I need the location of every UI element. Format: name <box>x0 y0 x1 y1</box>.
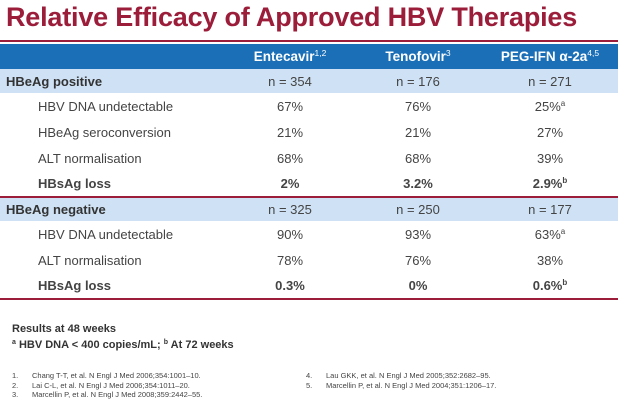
value-entecavir: 67% <box>276 98 304 114</box>
value-tenofovir: 68% <box>404 150 432 166</box>
group-row-hbeag-positive: HBeAg positive n = 354 n = 176 n = 271 <box>0 69 618 93</box>
table-row: HBeAg seroconversion 21% 21% 27% <box>0 119 618 145</box>
references-right: 4. Lau GKK, et al. N Engl J Med 2005;352:… <box>306 371 496 390</box>
value-entecavir: 90% <box>276 226 304 242</box>
reference-item: 4. Lau GKK, et al. N Engl J Med 2005;352:… <box>306 371 491 380</box>
efficacy-table: Entecavir1,2 Tenofovir3 PEG-IFN α-2a4,5 … <box>0 44 618 300</box>
table-row: HBV DNA undetectable 67% 76% 25%a <box>0 93 618 119</box>
slide-title: Relative Efficacy of Approved HBV Therap… <box>6 2 578 32</box>
value-tenofovir: 0% <box>354 273 482 300</box>
row-label: HBeAg seroconversion <box>38 124 171 140</box>
table-row: ALT normalisation 78% 76% 38% <box>0 247 618 273</box>
row-label: HBsAg loss <box>0 171 226 198</box>
value-tenofovir: 3.2% <box>354 171 482 198</box>
value-peg-ifn: 38% <box>536 252 564 268</box>
header-empty-cell <box>0 44 226 69</box>
table-row: ALT normalisation 68% 68% 39% <box>0 145 618 171</box>
reference-item: 2. Lai C-L, et al. N Engl J Med 2006;354:… <box>12 380 190 390</box>
value-peg-ifn: 2.9%b <box>482 171 618 198</box>
abbreviation-note: a HBV DNA < 400 copies/mL; b At 72 weeks <box>12 339 234 351</box>
value-peg-ifn: 39% <box>536 150 564 166</box>
header-peg-ifn: PEG-IFN α-2a4,5 <box>500 48 600 64</box>
value-tenofovir: 76% <box>404 252 432 268</box>
reference-item: 3. Marcellin P, et al. N Engl J Med 2008;… <box>12 390 203 399</box>
value-peg-ifn: 0.6%b <box>482 273 618 300</box>
value-entecavir: 0.3% <box>226 273 354 300</box>
value-entecavir: 78% <box>276 252 304 268</box>
group-n-entecavir: n = 325 <box>268 202 312 217</box>
value-peg-ifn: 63%a <box>534 226 566 242</box>
row-label: HBV DNA undetectable <box>38 98 174 114</box>
group-n-entecavir: n = 354 <box>268 73 312 89</box>
value-entecavir: 21% <box>276 124 304 140</box>
group-row-hbeag-negative: HBeAg negative n = 325 n = 250 n = 177 <box>0 197 618 221</box>
value-tenofovir: 93% <box>404 226 432 242</box>
group-n-peg-ifn: n = 177 <box>528 202 572 217</box>
row-label: ALT normalisation <box>38 150 142 166</box>
value-tenofovir: 21% <box>404 124 432 140</box>
row-label: HBV DNA undetectable <box>38 226 174 242</box>
table-row-hbsag-loss: HBsAg loss 0.3% 0% 0.6%b <box>0 273 618 300</box>
footnotes: Results at 48 weeks a HBV DNA < 400 copi… <box>12 321 234 353</box>
table-header-row: Entecavir1,2 Tenofovir3 PEG-IFN α-2a4,5 <box>0 44 618 69</box>
value-peg-ifn: 27% <box>536 124 564 140</box>
row-label: ALT normalisation <box>38 252 142 268</box>
reference-item: 5. Marcellin P, et al. N Engl J Med 2004;… <box>306 380 497 390</box>
row-label: HBsAg loss <box>0 273 226 300</box>
table-row: HBV DNA undetectable 90% 93% 63%a <box>0 221 618 247</box>
value-tenofovir: 76% <box>404 98 432 114</box>
group-label: HBeAg negative <box>6 202 106 217</box>
value-peg-ifn: 25%a <box>534 98 566 114</box>
value-entecavir: 68% <box>276 150 304 166</box>
reference-item: 1. Chang T-T, et al. N Engl J Med 2006;35… <box>12 371 201 380</box>
header-entecavir: Entecavir1,2 <box>253 48 327 64</box>
group-n-tenofovir: n = 250 <box>396 202 440 217</box>
value-entecavir: 2% <box>226 171 354 198</box>
header-tenofovir: Tenofovir3 <box>385 48 451 64</box>
table-row-hbsag-loss: HBsAg loss 2% 3.2% 2.9%b <box>0 171 618 198</box>
group-label: HBeAg positive <box>6 73 103 89</box>
title-divider <box>0 40 618 42</box>
group-n-tenofovir: n = 176 <box>396 73 440 89</box>
results-note: Results at 48 weeks <box>12 323 116 335</box>
group-n-peg-ifn: n = 271 <box>528 73 572 89</box>
references-left: 1. Chang T-T, et al. N Engl J Med 2006;35… <box>12 371 202 400</box>
